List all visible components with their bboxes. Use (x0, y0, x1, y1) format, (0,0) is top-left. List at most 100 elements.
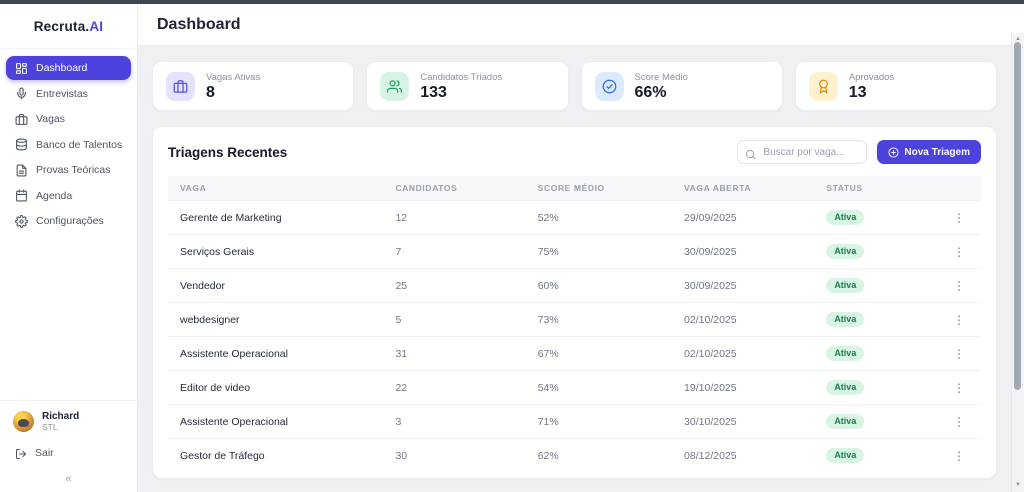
main-area: Dashboard Vagas Ativas 8 Candidatos Triado… (137, 4, 1024, 492)
cell-score: 73% (525, 302, 673, 337)
page-header: Dashboard (137, 4, 1024, 46)
award-icon (808, 71, 838, 101)
cell-aberta: 02/10/2025 (672, 302, 815, 337)
cell-candidatos: 7 (383, 234, 526, 269)
cell-vaga: Assistente Operacional (168, 404, 384, 439)
cell-aberta: 30/10/2025 (672, 404, 815, 439)
column-header: STATUS (814, 176, 933, 201)
kebab-menu-icon[interactable]: ⋮ (953, 380, 965, 395)
scrollbar-up-button[interactable]: ▲ (1015, 36, 1021, 42)
cell-candidatos: 22 (383, 370, 526, 405)
cell-status: Ativa (814, 336, 933, 371)
stat-cards-row: Vagas Ativas 8 Candidatos Triados 133 Score … (152, 61, 997, 111)
briefcase-icon (15, 113, 28, 126)
logout-icon (15, 447, 27, 459)
scrollbar[interactable]: ▲ ▼ (1011, 33, 1024, 492)
users-icon (380, 71, 410, 101)
cell-status: Ativa (814, 438, 933, 472)
sidebar-item-entrevistas[interactable]: Entrevistas (6, 82, 131, 106)
status-badge: Ativa (826, 346, 865, 361)
kebab-menu-icon[interactable]: ⋮ (953, 210, 965, 225)
cell-candidatos: 30 (383, 438, 526, 472)
table-row: Assistente Operacional 3 71% 30/10/2025 Ativ… (168, 404, 981, 439)
new-screening-button[interactable]: Nova Triagem (877, 140, 981, 164)
page-title: Dashboard (157, 15, 241, 33)
kebab-menu-icon[interactable]: ⋮ (953, 312, 965, 327)
cell-candidatos: 3 (383, 404, 526, 439)
stat-label: Vagas Ativas (206, 71, 261, 83)
status-badge: Ativa (826, 244, 865, 259)
logout-label: Sair (35, 447, 54, 459)
briefcase-icon (166, 71, 195, 101)
status-badge: Ativa (826, 210, 865, 225)
calendar-icon (15, 189, 28, 202)
column-header: CANDIDATOS (383, 176, 526, 201)
scrollbar-thumb[interactable] (1014, 42, 1021, 390)
sidebar-bottom: Richard STL Sair « (0, 400, 137, 492)
recent-screenings-card: Triagens Recentes Nova Triagem (152, 126, 997, 479)
stat-card-2: Score Médio 66% (580, 61, 783, 111)
user-role: STL (42, 422, 58, 432)
table-row: Serviços Gerais 7 75% 30/09/2025 Ativa ⋮ (168, 234, 981, 269)
cell-status: Ativa (814, 370, 933, 405)
sidebar-collapse-button[interactable]: « (65, 473, 72, 485)
kebab-menu-icon[interactable]: ⋮ (953, 278, 965, 293)
sidebar-item-agenda[interactable]: Agenda (6, 184, 131, 208)
cell-actions: ⋮ (932, 302, 981, 337)
app-logo: Recruta. AI (0, 4, 137, 49)
cell-candidatos: 25 (383, 268, 526, 303)
logo-accent: AI (89, 18, 104, 34)
cell-aberta: 29/09/2025 (672, 200, 815, 235)
cell-status: Ativa (814, 404, 933, 439)
kebab-menu-icon[interactable]: ⋮ (953, 244, 965, 259)
table-header: VAGA CANDIDATOS SCORE MÉDIO VAGA ABERTA STAT… (168, 176, 981, 201)
microphone-icon (15, 87, 28, 100)
cell-actions: ⋮ (932, 404, 981, 439)
cell-score: 52% (525, 200, 673, 235)
sidebar-item-dashboard[interactable]: Dashboard (6, 56, 131, 80)
stat-value: 133 (420, 83, 447, 101)
logout-button[interactable]: Sair (13, 447, 124, 459)
cell-actions: ⋮ (932, 268, 981, 303)
screenings-table: VAGA CANDIDATOS SCORE MÉDIO VAGA ABERTA STAT… (168, 176, 981, 472)
cell-score: 62% (525, 438, 673, 472)
cell-status: Ativa (814, 302, 933, 337)
sidebar-item-configuracoes[interactable]: Configurações (6, 209, 131, 233)
sidebar-item-vagas[interactable]: Vagas (6, 107, 131, 131)
scrollbar-down-button[interactable]: ▼ (1015, 482, 1021, 488)
stat-value: 8 (206, 83, 215, 101)
sidebar-item-label: Entrevistas (36, 87, 88, 100)
kebab-menu-icon[interactable]: ⋮ (953, 414, 965, 429)
user-profile[interactable]: Richard STL (13, 411, 124, 432)
dashboard-icon (15, 62, 28, 75)
cell-vaga: Vendedor (168, 268, 384, 303)
table-row: Gestor de Tráfego 30 62% 08/12/2025 Ativa ⋮ (168, 438, 981, 472)
cell-actions: ⋮ (932, 336, 981, 371)
kebab-menu-icon[interactable]: ⋮ (953, 448, 965, 463)
cell-score: 60% (525, 268, 673, 303)
column-header: VAGA ABERTA (672, 176, 815, 201)
sidebar-item-banco-de-talentos[interactable]: Banco de Talentos (6, 133, 131, 157)
table-row: Gerente de Marketing 12 52% 29/09/2025 Ativa… (168, 200, 981, 235)
status-badge: Ativa (826, 380, 865, 395)
cell-score: 71% (525, 404, 673, 439)
sidebar-nav: Dashboard Entrevistas Vagas Banco de Talent… (0, 49, 137, 235)
cell-actions: ⋮ (932, 234, 981, 269)
status-badge: Ativa (826, 278, 865, 293)
sidebar-item-label: Configurações (36, 215, 104, 227)
kebab-menu-icon[interactable]: ⋮ (953, 346, 965, 361)
cell-candidatos: 5 (383, 302, 526, 337)
cell-candidatos: 31 (383, 336, 526, 371)
column-header: SCORE MÉDIO (525, 176, 673, 201)
sidebar-item-label: Dashboard (36, 62, 88, 74)
stat-card-3: Aprovados 13 (794, 61, 997, 111)
search-input[interactable] (737, 140, 868, 164)
stat-label: Score Médio (634, 71, 688, 83)
cell-aberta: 30/09/2025 (672, 234, 815, 269)
status-badge: Ativa (826, 448, 865, 463)
table-title: Triagens Recentes (168, 144, 288, 160)
sidebar-item-provas-teoricas[interactable]: Provas Teóricas (6, 158, 131, 182)
gear-icon (15, 214, 28, 228)
cell-aberta: 19/10/2025 (672, 370, 815, 405)
